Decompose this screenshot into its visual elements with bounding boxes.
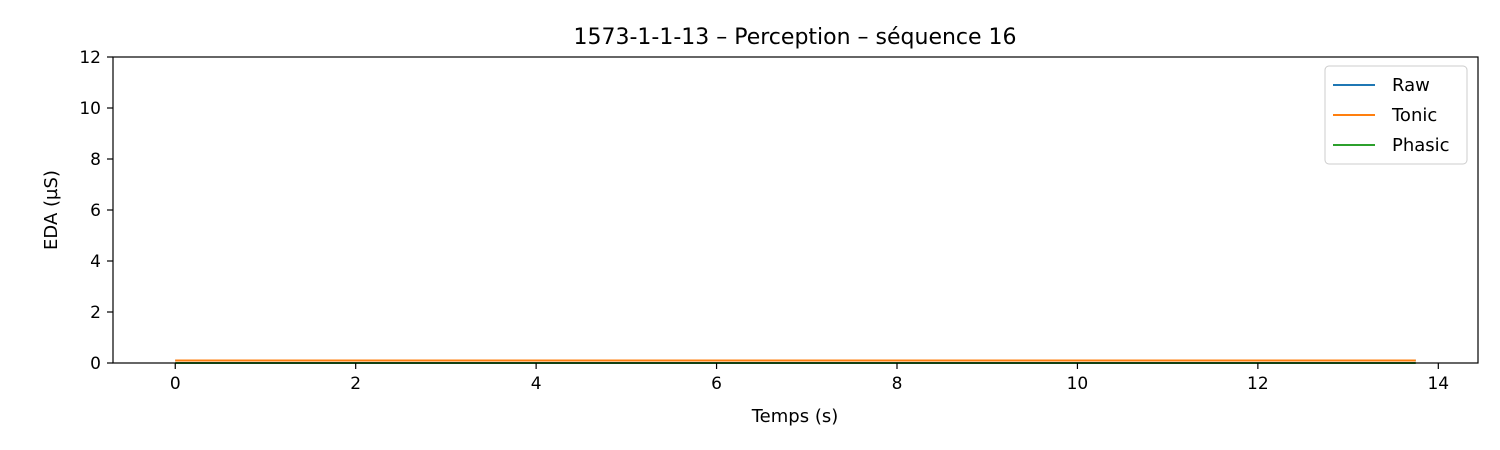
plot-frame xyxy=(112,56,1479,364)
y-tick-label: 0 xyxy=(90,354,101,374)
y-axis-ticks: 0 2 4 6 8 10 12 xyxy=(79,48,113,374)
x-tick-label: 10 xyxy=(1067,374,1089,394)
y-tick-label: 12 xyxy=(79,48,101,68)
x-axis-ticks: 0 2 4 6 8 10 12 14 xyxy=(170,363,1449,394)
y-tick-label: 2 xyxy=(90,303,101,323)
y-tick-label: 4 xyxy=(90,252,101,272)
x-tick-label: 6 xyxy=(711,374,722,394)
y-tick-label: 6 xyxy=(90,201,101,221)
x-tick-label: 14 xyxy=(1427,374,1449,394)
y-tick-label: 10 xyxy=(79,99,101,119)
legend-label-phasic: Phasic xyxy=(1392,135,1450,156)
legend: Raw Tonic Phasic xyxy=(1324,65,1468,165)
x-tick-label: 12 xyxy=(1247,374,1269,394)
chart-title: 1573-1-1-13 – Perception – séquence 16 xyxy=(573,25,1016,50)
legend-box xyxy=(1324,65,1468,165)
x-tick-label: 4 xyxy=(531,374,542,394)
legend-items: Raw Tonic Phasic xyxy=(1333,75,1450,156)
y-tick-label: 8 xyxy=(90,150,101,170)
x-tick-label: 8 xyxy=(892,374,903,394)
x-tick-label: 2 xyxy=(350,374,361,394)
legend-label-tonic: Tonic xyxy=(1391,105,1437,126)
legend-label-raw: Raw xyxy=(1392,75,1430,96)
y-axis-label: EDA (µS) xyxy=(41,170,62,250)
x-axis-label: Temps (s) xyxy=(751,406,839,427)
x-tick-label: 0 xyxy=(170,374,181,394)
